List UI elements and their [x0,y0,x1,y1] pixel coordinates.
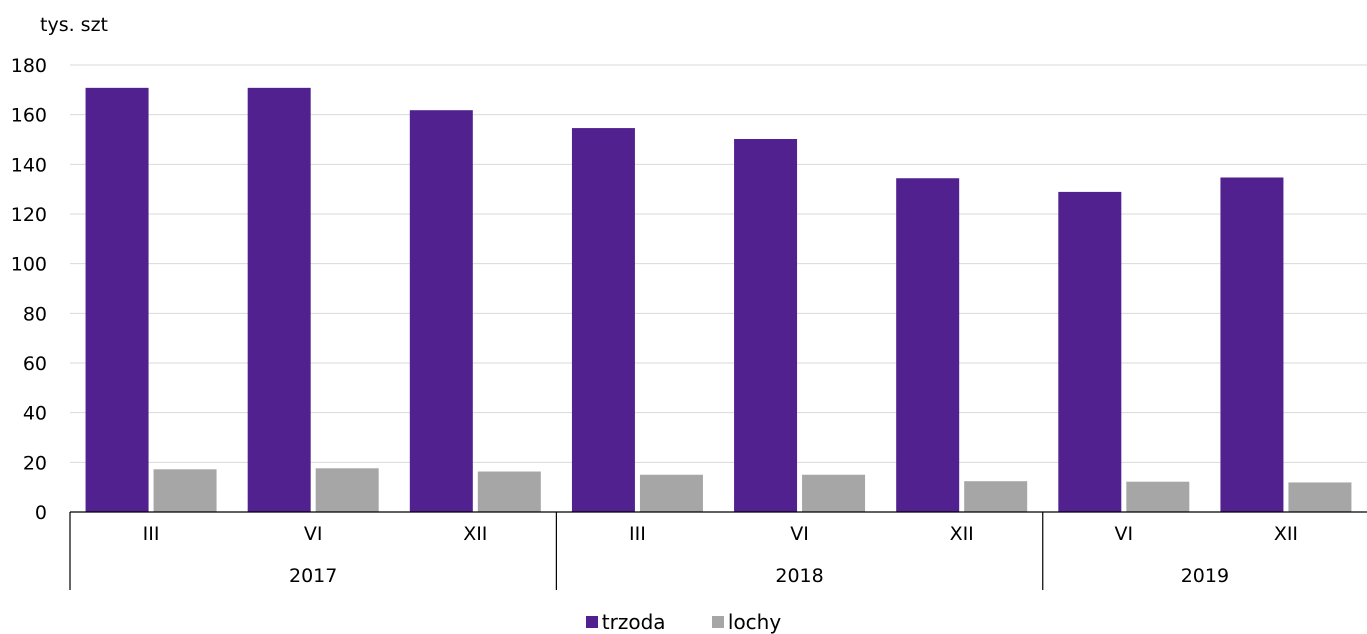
bar-trzoda [1058,191,1122,513]
y-tick-label: 60 [23,353,47,375]
x-tick-label: VI [1115,523,1134,545]
legend-swatch-trzoda [585,616,598,628]
bar-lochy [1288,482,1352,512]
legend-item-lochy: lochy [711,610,782,634]
x-group-label: 2017 [289,565,337,587]
bar-trzoda [896,178,960,513]
y-tick-label: 120 [11,204,47,226]
legend-item-trzoda: trzoda [585,610,666,634]
y-tick-label: 40 [23,403,47,425]
y-tick-label: 80 [23,303,47,325]
legend-swatch-lochy [711,616,724,628]
y-tick-label: 180 [11,55,47,77]
bar-trzoda [571,128,635,512]
bar-trzoda [734,139,798,512]
y-axis-label: tys. szt [40,14,108,36]
y-tick-label: 0 [35,502,47,524]
x-tick-label: XII [463,523,487,545]
y-tick-label: 20 [23,452,47,474]
bar-lochy [1126,481,1190,512]
x-tick-label: III [143,523,160,545]
x-group-label: 2019 [1181,565,1229,587]
bar-lochy [315,468,379,512]
bar-lochy [153,469,217,512]
legend-label-lochy: lochy [727,610,782,634]
bars [85,87,1352,513]
x-tick-label: VI [304,523,323,545]
x-tick-label: XII [950,523,974,545]
bar-lochy [964,481,1028,512]
y-tick-label: 100 [11,254,47,276]
legend-label-trzoda: trzoda [601,610,666,634]
x-axis: III VI XII III VI XII VI XII 2017 2018 2019 [69,511,1367,590]
y-axis-ticks: 0 20 40 60 80 100 120 140 160 180 [11,55,47,524]
y-tick-label: 160 [11,105,47,127]
bar-trzoda [1220,177,1284,512]
x-tick-label: VI [790,523,809,545]
x-tick-label: XII [1274,523,1298,545]
bar-lochy [639,474,703,512]
x-group-label: 2018 [775,565,823,587]
bar-trzoda [409,110,473,513]
bar-trzoda [247,87,311,512]
y-tick-label: 140 [11,154,47,176]
bar-lochy [477,471,541,512]
bar-trzoda [85,87,149,512]
x-tick-label: III [629,523,646,545]
legend: trzoda lochy [0,610,1367,634]
bar-lochy [802,474,866,512]
